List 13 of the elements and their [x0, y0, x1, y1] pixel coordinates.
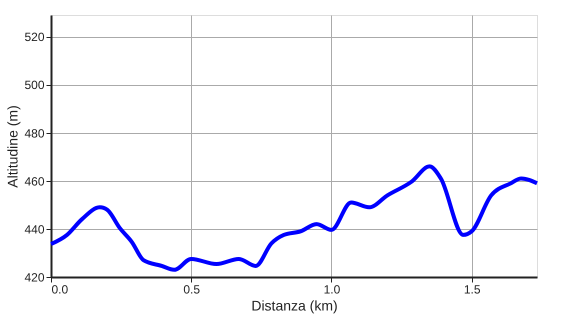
- y-tick-label: 420: [24, 270, 45, 284]
- y-tick-label: 460: [24, 174, 45, 188]
- y-tick-label: 500: [24, 78, 45, 92]
- x-tick-label: 0.5: [183, 282, 200, 296]
- x-tick-label: 0.0: [52, 282, 69, 296]
- x-tick-label: 1.0: [324, 282, 341, 296]
- line-series: [49, 164, 539, 272]
- y-axis-title: Altitudine (m): [4, 105, 20, 188]
- x-axis-title: Distanza (km): [251, 298, 338, 314]
- y-tick-label: 480: [24, 126, 45, 140]
- x-tick-label: 1.5: [464, 282, 481, 296]
- y-tick-label: 520: [24, 30, 45, 44]
- y-tick-label: 440: [24, 222, 45, 236]
